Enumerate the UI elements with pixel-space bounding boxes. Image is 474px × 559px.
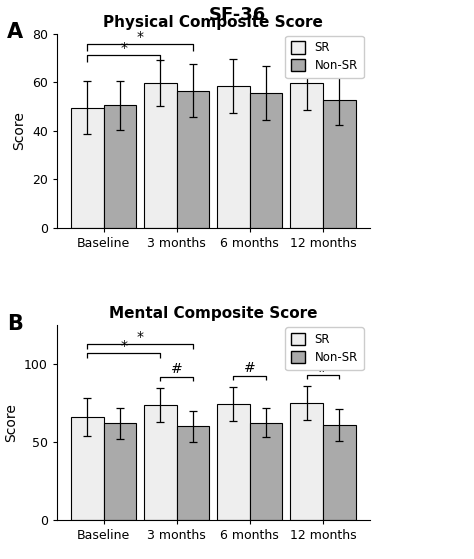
Bar [104, 423, 137, 520]
Bar [217, 404, 250, 520]
Bar [177, 91, 210, 228]
Bar [144, 405, 177, 520]
Bar [250, 423, 283, 520]
Text: B: B [7, 314, 23, 334]
Text: *: * [120, 41, 128, 55]
Bar [250, 93, 283, 228]
Bar [71, 108, 104, 228]
Bar [323, 425, 356, 520]
Bar [177, 427, 210, 520]
Title: Physical Composite Score: Physical Composite Score [103, 15, 323, 30]
Legend: SR, Non-SR: SR, Non-SR [285, 328, 364, 370]
Bar [71, 417, 104, 520]
Text: *: * [137, 330, 144, 344]
Y-axis label: Score: Score [12, 111, 26, 150]
Y-axis label: Score: Score [4, 403, 18, 442]
Bar [323, 101, 356, 228]
Bar [217, 86, 250, 228]
Bar [144, 83, 177, 228]
Text: *: * [137, 30, 144, 44]
Text: SF-36: SF-36 [209, 6, 265, 23]
Text: A: A [7, 22, 23, 42]
Text: #: # [244, 362, 255, 376]
Bar [290, 403, 323, 520]
Text: #: # [317, 361, 329, 375]
Bar [290, 83, 323, 228]
Text: #: # [171, 362, 182, 376]
Text: *: * [120, 339, 128, 353]
Legend: SR, Non-SR: SR, Non-SR [285, 36, 364, 78]
Title: Mental Composite Score: Mental Composite Score [109, 306, 318, 321]
Bar [104, 105, 137, 228]
